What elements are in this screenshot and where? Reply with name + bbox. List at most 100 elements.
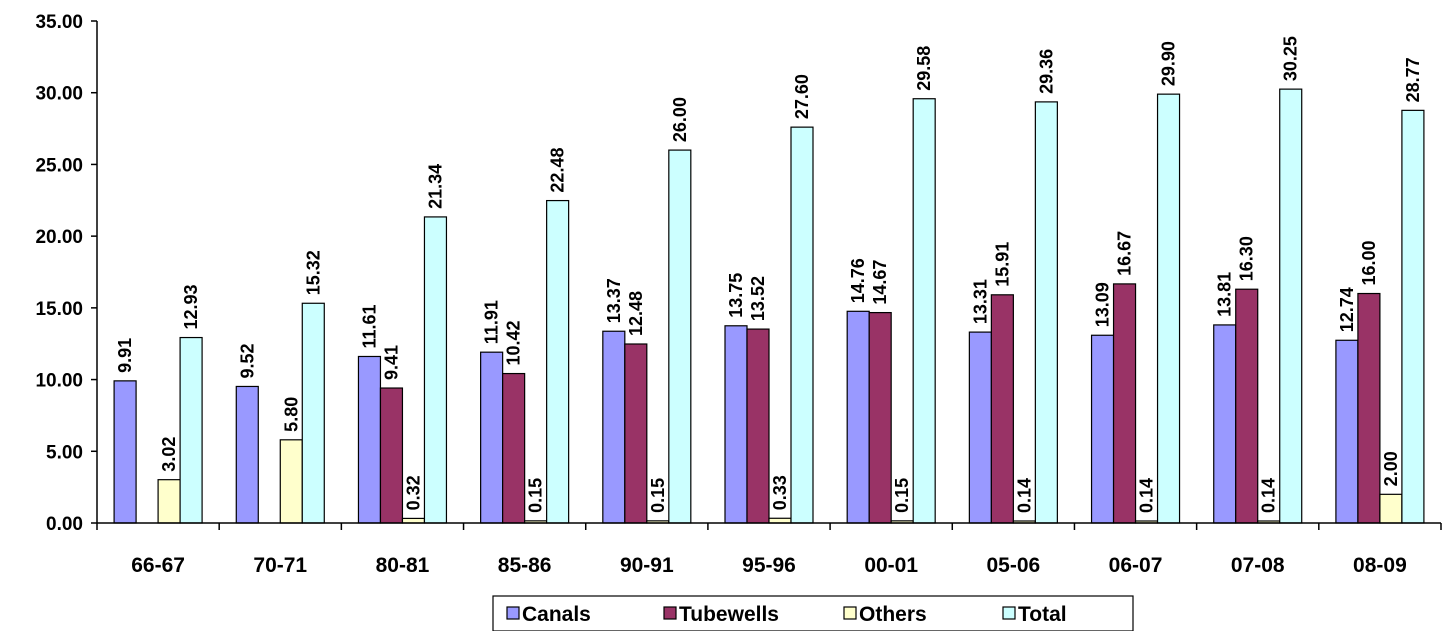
bar-tubewells xyxy=(1235,288,1259,524)
bar-total xyxy=(301,302,325,524)
x-axis: 66-67 70-71 80-81 85-86 90-91 95-96 00-01 05-06… xyxy=(96,522,1442,577)
bar-canals xyxy=(480,351,504,524)
y-tick-label: 30.00 xyxy=(35,84,83,105)
data-label-canals: 12.74 xyxy=(1337,287,1357,332)
bar-tubewells xyxy=(746,328,770,524)
bar-tubewells xyxy=(1357,292,1381,524)
bar-total xyxy=(546,199,570,524)
bar-total xyxy=(1156,93,1181,524)
bar-total xyxy=(423,216,448,524)
bar-total xyxy=(1401,109,1425,524)
data-label-total: 30.25 xyxy=(1281,36,1301,81)
x-category-label: 05-06 xyxy=(987,554,1041,577)
data-label-tubewells: 12.48 xyxy=(626,291,646,336)
bars xyxy=(113,88,1425,524)
data-label-others: 0.14 xyxy=(1259,478,1279,513)
y-tick-label: 0.00 xyxy=(46,514,83,535)
bar-tubewells xyxy=(990,294,1014,524)
y-tick-label: 5.00 xyxy=(46,442,83,463)
bar-others xyxy=(279,439,303,524)
y-tick-label: 25.00 xyxy=(35,155,83,176)
bar-tubewells xyxy=(868,311,892,524)
bar-canals xyxy=(113,380,137,524)
x-category-label: 00-01 xyxy=(864,554,918,577)
x-category-label: 80-81 xyxy=(376,554,430,577)
data-label-total: 29.36 xyxy=(1036,49,1056,94)
data-label-canals: 9.52 xyxy=(237,343,257,378)
bar-canals xyxy=(1090,334,1115,524)
data-label-tubewells: 16.00 xyxy=(1359,240,1379,285)
legend: Canals Tubewells Others Total xyxy=(492,595,1134,631)
y-tick-label: 15.00 xyxy=(35,299,83,320)
bar-others xyxy=(1379,493,1403,524)
bar-tubewells xyxy=(624,343,648,524)
y-axis: 0.00 5.00 10.00 15.00 20.00 25.00 30.00 35.00 xyxy=(35,12,98,535)
bar-others xyxy=(157,479,181,524)
data-label-tubewells: 15.91 xyxy=(992,242,1012,287)
x-category-label: 07-08 xyxy=(1231,554,1285,577)
legend-label-tubewells: Tubewells xyxy=(679,603,779,626)
x-category-label: 95-96 xyxy=(742,554,796,577)
data-label-tubewells: 13.52 xyxy=(748,276,768,321)
bar-canals xyxy=(602,330,626,524)
data-label-canals: 13.75 xyxy=(726,273,746,318)
data-label-canals: 9.91 xyxy=(115,338,135,373)
data-label-others: 0.14 xyxy=(1137,478,1157,513)
legend-label-total: Total xyxy=(1018,603,1067,626)
data-label-others: 5.80 xyxy=(281,397,301,432)
data-label-total: 12.93 xyxy=(181,284,201,329)
legend-label-others: Others xyxy=(859,603,927,626)
data-label-tubewells: 9.41 xyxy=(381,345,401,380)
data-label-others: 2.00 xyxy=(1381,451,1401,486)
data-label-canals: 11.61 xyxy=(359,304,379,348)
bar-tubewells xyxy=(502,372,526,524)
data-label-tubewells: 14.67 xyxy=(870,260,890,305)
bar-canals xyxy=(357,355,382,524)
x-category-label: 06-07 xyxy=(1109,554,1163,577)
data-label-total: 27.60 xyxy=(792,74,812,119)
data-label-canals: 13.37 xyxy=(604,278,624,323)
data-label-total: 29.90 xyxy=(1159,41,1179,86)
bar-total xyxy=(790,126,814,524)
data-label-others: 0.14 xyxy=(1014,478,1034,513)
bar-total xyxy=(1034,101,1058,524)
bar-total xyxy=(179,336,203,524)
bar-total xyxy=(912,98,936,524)
data-label-canals: 13.09 xyxy=(1093,282,1113,327)
data-labels: 9.91 3.02 12.93 9.52 5.80 15.32 11.619.41 0.32 2… xyxy=(115,36,1423,513)
y-tick-label: 10.00 xyxy=(35,371,83,392)
legend-swatch-canals xyxy=(506,606,520,620)
legend-box xyxy=(492,595,1134,631)
data-label-canals: 13.31 xyxy=(970,279,990,324)
legend-label-canals: Canals xyxy=(522,603,591,626)
data-label-tubewells: 10.42 xyxy=(504,321,524,366)
data-label-total: 15.32 xyxy=(303,250,323,295)
bar-total xyxy=(1279,88,1303,524)
x-category-label: 85-86 xyxy=(498,554,552,577)
bar-total xyxy=(668,149,692,524)
bar-tubewells xyxy=(1112,283,1137,524)
data-label-others: 0.15 xyxy=(648,478,668,513)
legend-swatch-total xyxy=(1002,606,1016,620)
data-label-tubewells: 16.30 xyxy=(1237,236,1257,281)
bar-canals xyxy=(846,310,870,524)
data-label-total: 29.58 xyxy=(914,46,934,91)
bar-canals xyxy=(968,331,992,524)
data-label-canals: 14.76 xyxy=(848,258,868,303)
bar-canals xyxy=(235,385,259,524)
x-category-label: 66-67 xyxy=(131,554,185,577)
legend-swatch-others xyxy=(843,606,857,620)
data-label-canals: 11.91 xyxy=(482,300,502,344)
data-label-total: 21.34 xyxy=(425,164,445,209)
data-label-tubewells: 16.67 xyxy=(1115,231,1135,276)
data-label-total: 28.77 xyxy=(1403,57,1423,102)
data-label-others: 0.32 xyxy=(403,475,423,510)
bar-canals xyxy=(1213,324,1237,524)
x-category-label: 90-91 xyxy=(620,554,674,577)
bar-canals xyxy=(1335,339,1359,524)
data-label-canals: 13.81 xyxy=(1215,272,1235,317)
data-label-others: 0.15 xyxy=(892,478,912,513)
y-tick-label: 35.00 xyxy=(35,12,83,33)
x-category-label: 08-09 xyxy=(1353,554,1407,577)
